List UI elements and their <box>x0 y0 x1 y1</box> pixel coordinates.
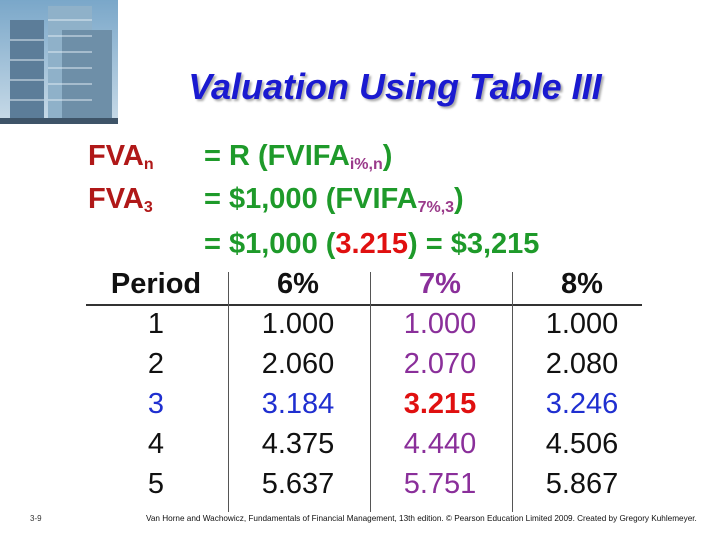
table-cell: 5.867 <box>545 468 619 500</box>
column-rule <box>228 272 229 512</box>
table-cell: 4.506 <box>545 428 619 460</box>
formula-rhs: ) <box>382 140 393 172</box>
table-cell: 2 <box>147 348 165 380</box>
table-cell: 4.375 <box>261 428 335 460</box>
table-cell: 2.060 <box>261 348 335 380</box>
formula-sub: n <box>143 156 154 173</box>
column-rule <box>370 272 371 512</box>
page-number: 3-9 <box>30 514 42 523</box>
column-header: 7% <box>419 268 461 300</box>
formula-sub: 3 <box>143 199 153 216</box>
table-cell: 1.000 <box>261 308 335 340</box>
table-cell: 5.751 <box>403 468 477 500</box>
table-cell: 1 <box>147 308 165 340</box>
table-cell: 3.215 <box>403 388 477 420</box>
formula-line: FVA3 <box>88 183 153 217</box>
table-cell: 3.246 <box>545 388 619 420</box>
table-cell: 5.637 <box>261 468 335 500</box>
formula-rhs: = R (FVIFA <box>204 140 350 172</box>
header-rule <box>86 304 642 306</box>
table-cell: 5 <box>147 468 165 500</box>
formula-line: = R (FVIFAi%,n) <box>204 140 392 174</box>
table-cell: 3.184 <box>261 388 335 420</box>
formula-lhs: FVA <box>88 140 144 172</box>
formula-factor: 3.215 <box>335 228 408 260</box>
table-cell: 1.000 <box>403 308 477 340</box>
table-cell: 2.070 <box>403 348 477 380</box>
column-header: Period <box>110 268 202 300</box>
slide-title: Valuation Using Table III <box>188 66 602 107</box>
table-cell: 4.440 <box>403 428 477 460</box>
column-header: 8% <box>561 268 603 300</box>
table-cell: 1.000 <box>545 308 619 340</box>
formula-sub: i%,n <box>349 156 383 173</box>
formula-rhs: ) = $3,215 <box>407 228 540 260</box>
column-header: 6% <box>277 268 319 300</box>
formula-rhs: ) <box>454 183 464 215</box>
formula-rhs: = $1,000 (FVIFA <box>204 183 418 215</box>
table-cell: 4 <box>147 428 165 460</box>
formula-rhs: = $1,000 ( <box>204 228 336 260</box>
formula-line: = $1,000 (3.215) = $3,215 <box>204 228 539 261</box>
formula-line: = $1,000 (FVIFA7%,3) <box>204 183 464 217</box>
table-cell: 2.080 <box>545 348 619 380</box>
formula-lhs: FVA <box>88 183 144 215</box>
building-photo <box>0 0 118 124</box>
citation: Van Horne and Wachowicz, Fundamentals of… <box>146 514 697 523</box>
column-rule <box>512 272 513 512</box>
table-cell: 3 <box>147 388 165 420</box>
formula-sub: 7%,3 <box>417 199 455 216</box>
formula-line: FVAn <box>88 140 154 174</box>
